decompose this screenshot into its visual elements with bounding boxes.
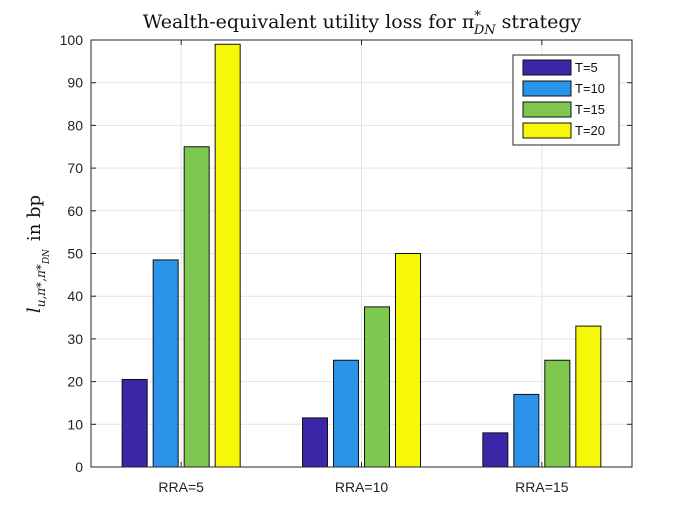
legend: T=5 T=10 T=15 T=20	[512, 54, 620, 146]
x-tick-label: RRA=15	[515, 479, 569, 495]
bar	[302, 417, 328, 468]
bar	[395, 253, 421, 468]
y-tick-label: 10	[67, 416, 83, 432]
y-tick-label: 90	[67, 75, 83, 91]
legend-label: T=20	[575, 123, 605, 138]
y-tick-label: 20	[67, 374, 83, 390]
bar	[121, 378, 148, 468]
legend-swatch	[522, 80, 572, 97]
legend-swatch	[522, 101, 572, 118]
bar	[364, 306, 390, 468]
legend-swatch	[522, 122, 572, 139]
y-tick-label: 100	[60, 32, 84, 48]
bars	[121, 43, 602, 468]
x-tick-label: RRA=10	[335, 479, 389, 495]
legend-label: T=10	[575, 81, 605, 96]
legend-label: T=5	[575, 60, 598, 75]
axes	[90, 39, 633, 468]
chart-title: Wealth-equivalent utility loss for π* DN …	[143, 9, 582, 38]
y-tick-label: 70	[67, 160, 83, 176]
y-tick-label: 60	[67, 203, 83, 219]
y-tick-label: 40	[67, 288, 83, 304]
y-tick-label: 0	[75, 459, 83, 475]
bar	[333, 359, 359, 468]
legend-swatch	[522, 59, 572, 76]
bar	[513, 393, 540, 468]
bar	[183, 146, 210, 468]
bar	[575, 325, 602, 468]
bar	[214, 43, 241, 468]
y-axis-label: lu,π*,π*DNin bp	[24, 195, 52, 313]
bar	[544, 359, 571, 468]
legend-label: T=15	[575, 102, 605, 117]
x-tick-label: RRA=5	[158, 479, 204, 495]
y-tick-label: 80	[67, 117, 83, 133]
y-tick-label: 50	[67, 246, 83, 262]
y-tick-label: 30	[67, 331, 83, 347]
bar	[482, 432, 509, 468]
bar	[152, 259, 179, 468]
tick-labels: 0 10 20 30 40 50 60 70 80 90 100 RRA=5 RRA=10 RRA=15	[60, 32, 569, 495]
